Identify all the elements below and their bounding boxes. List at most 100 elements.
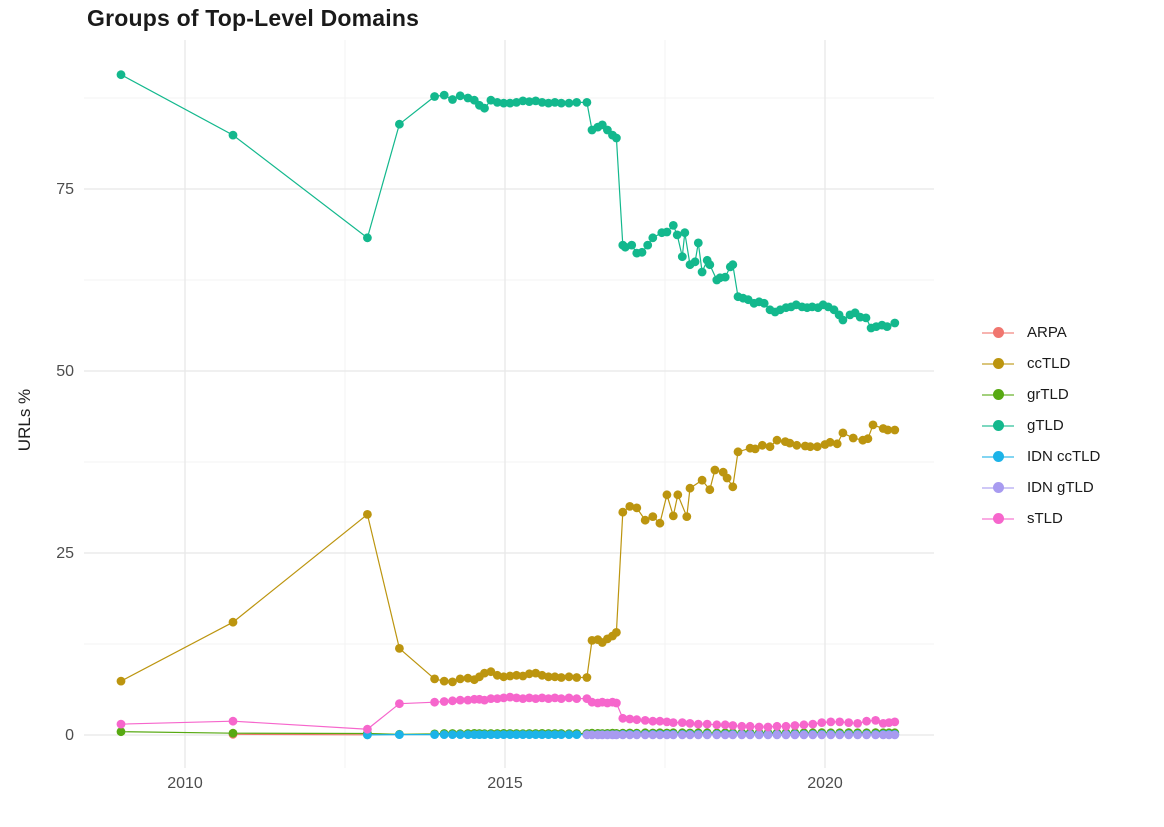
data-point-stld	[693, 719, 703, 729]
legend-item-grtld: grTLD	[982, 379, 1100, 410]
series-line-gtld	[120, 74, 896, 329]
data-point-gtld	[537, 98, 547, 107]
data-point-stld	[685, 719, 695, 728]
data-point-idn-gtld	[702, 730, 712, 740]
data-point-gtld	[648, 233, 658, 243]
data-point-stld	[737, 721, 747, 731]
data-point-stld	[544, 694, 553, 703]
data-point-gtld	[455, 91, 465, 101]
data-point-gtld	[448, 95, 457, 104]
data-point-idn-cctld	[572, 730, 582, 739]
data-point-gtld	[499, 98, 509, 108]
data-point-stld	[790, 721, 800, 730]
data-point-stld	[499, 693, 509, 703]
data-point-stld	[572, 694, 582, 703]
data-point-gtld	[720, 272, 730, 282]
data-point-stld	[524, 693, 534, 703]
data-point-gtld	[728, 260, 738, 270]
data-point-cctld	[430, 674, 439, 684]
data-point-idn-cctld	[463, 730, 473, 739]
data-point-cctld	[655, 518, 665, 528]
data-point-stld	[677, 718, 687, 727]
data-point-cctld	[792, 440, 802, 450]
data-point-idn-gtld	[693, 730, 703, 740]
data-point-idn-cctld	[480, 730, 489, 739]
data-point-cctld	[618, 507, 628, 517]
data-point-idn-cctld	[518, 730, 528, 739]
data-point-gtld	[550, 98, 560, 107]
data-point-gtld	[759, 298, 769, 308]
data-point-idn-gtld	[655, 730, 665, 740]
data-point-cctld	[455, 674, 465, 684]
data-point-cctld	[848, 433, 858, 443]
data-point-cctld	[832, 439, 842, 449]
data-point-stld	[648, 716, 658, 726]
y-tick-label-25: 25	[56, 545, 74, 562]
data-point-cctld	[505, 671, 515, 681]
data-point-gtld	[697, 267, 707, 277]
data-point-idn-cctld	[492, 730, 502, 739]
data-point-stld	[564, 693, 574, 703]
data-point-stld	[463, 695, 473, 705]
data-point-gtld	[627, 240, 637, 250]
data-point-gtld	[890, 318, 900, 328]
legend-item-arpa: ARPA	[982, 317, 1100, 348]
data-point-cctld	[785, 438, 795, 448]
data-point-cctld	[116, 676, 126, 686]
data-point-idn-cctld	[544, 730, 553, 739]
data-point-cctld	[572, 673, 582, 682]
data-point-idn-gtld	[763, 730, 773, 740]
data-point-stld	[492, 694, 502, 703]
data-point-stld	[844, 718, 854, 727]
legend-label-gtld: gTLD	[1027, 417, 1064, 434]
data-point-gtld	[430, 92, 439, 101]
data-point-idn-cctld	[524, 730, 534, 739]
legend-label-stld: sTLD	[1027, 510, 1063, 527]
data-point-cctld	[685, 483, 695, 493]
data-point-idn-gtld	[737, 730, 747, 740]
data-point-cctld	[228, 617, 238, 627]
data-point-stld	[531, 694, 541, 703]
data-point-gtld	[680, 228, 690, 238]
data-point-stld	[702, 719, 712, 729]
data-point-gtld	[582, 98, 592, 107]
data-point-cctld	[673, 490, 683, 500]
data-point-gtld	[524, 97, 534, 106]
data-point-idn-gtld	[799, 730, 809, 740]
data-point-gtld	[637, 247, 647, 257]
legend-key-arpa	[982, 327, 1014, 338]
data-point-gtld	[861, 313, 871, 323]
data-point-gtld	[518, 96, 528, 106]
data-point-idn-gtld	[745, 730, 755, 740]
data-point-gtld	[116, 70, 126, 80]
data-point-stld	[455, 695, 465, 705]
data-point-idn-gtld	[648, 730, 658, 740]
chart-title: Groups of Top-Level Domains	[87, 5, 420, 31]
data-point-cctld	[439, 676, 449, 686]
data-point-stld	[754, 722, 764, 732]
data-point-gtld	[668, 221, 678, 230]
data-point-gtld	[395, 119, 404, 129]
data-point-stld	[728, 721, 738, 730]
data-point-idn-cctld	[439, 730, 449, 739]
series-idn-gtld	[582, 730, 900, 740]
data-point-idn-gtld	[844, 730, 854, 740]
y-tick-label-50: 50	[56, 363, 74, 380]
data-point-stld	[640, 716, 650, 725]
data-point-cctld	[863, 434, 873, 444]
data-point-cctld	[550, 672, 560, 682]
data-point-cctld	[728, 482, 738, 492]
data-point-idn-gtld	[712, 730, 722, 740]
data-point-idn-cctld	[550, 730, 560, 739]
data-point-stld	[871, 716, 880, 725]
legend-item-idn-gtld: IDN gTLD	[982, 472, 1100, 503]
data-point-gtld	[672, 230, 682, 240]
legend-item-stld: sTLD	[982, 503, 1100, 534]
y-tick-label-75: 75	[56, 181, 74, 198]
data-point-idn-cctld	[537, 730, 547, 739]
data-point-cctld	[668, 511, 678, 521]
data-point-cctld	[757, 440, 767, 450]
legend-label-idn-cctld: IDN ccTLD	[1027, 448, 1101, 465]
legend-item-idn-cctld: IDN ccTLD	[982, 441, 1100, 472]
data-point-cctld	[710, 465, 720, 475]
